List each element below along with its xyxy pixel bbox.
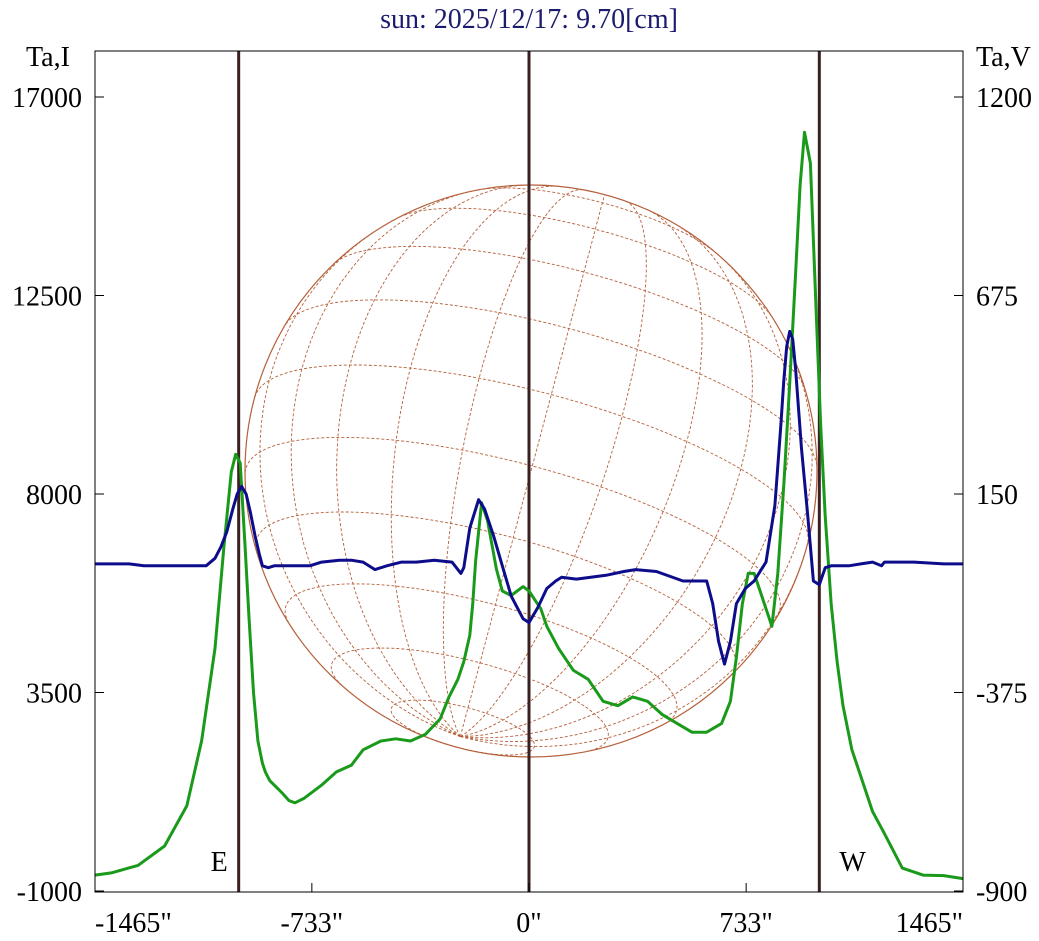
series-I-line (94, 130, 964, 881)
longitude-line (460, 212, 703, 738)
left-tick-label: 12500 (12, 282, 82, 313)
latitude-line (335, 245, 805, 387)
x-tick-label: -1465" (95, 908, 172, 939)
longitude-line (336, 184, 522, 737)
x-tick-label: -733" (280, 908, 343, 939)
axis-ticks: 17000 12500 8000 3500 -1000 1200 675 150 -375 -90… (12, 83, 1032, 939)
longitude-line (442, 189, 583, 737)
longitude-line (259, 232, 461, 738)
longitude-line (460, 253, 791, 739)
x-tick-label: 1465" (896, 908, 963, 939)
limb-marker-label: W (839, 847, 866, 878)
right-tick-label: 150 (976, 480, 1018, 511)
latitude-line (244, 436, 781, 615)
solar-disk-grid (244, 184, 818, 758)
right-tick-label: 1200 (976, 83, 1032, 114)
chart-title: sun: 2025/12/17: 9.70[cm] (380, 4, 678, 35)
limb-marker-label: E (211, 847, 228, 878)
left-axis-label: Ta,I (26, 42, 70, 73)
left-tick-label: -1000 (17, 877, 82, 908)
longitude-line (459, 194, 605, 737)
latitude-line (285, 299, 818, 466)
latitude-line (399, 207, 772, 317)
left-tick-label: 8000 (26, 480, 82, 511)
right-tick-label: 675 (976, 282, 1018, 313)
left-tick-label: 3500 (26, 679, 82, 710)
right-axis-label: Ta,V (976, 42, 1031, 73)
right-tick-label: -375 (976, 679, 1027, 710)
longitude-line (460, 343, 813, 742)
x-tick-label: 0" (516, 908, 541, 939)
longitude-line (460, 201, 647, 737)
latitude-line (255, 511, 737, 678)
longitude-line (460, 227, 753, 738)
right-tick-label: -900 (976, 877, 1027, 908)
x-tick-label: 733" (719, 908, 772, 939)
axis-labels: sun: 2025/12/17: 9.70[cm] Ta,I Ta,V (26, 4, 1031, 73)
latitude-line (254, 364, 809, 545)
left-tick-label: 17000 (12, 83, 82, 114)
longitude-line (390, 185, 554, 737)
latitude-line (390, 699, 535, 756)
data-series (94, 130, 964, 881)
latitude-line (330, 647, 609, 752)
longitude-line (290, 189, 478, 738)
series-V-line (95, 329, 963, 666)
